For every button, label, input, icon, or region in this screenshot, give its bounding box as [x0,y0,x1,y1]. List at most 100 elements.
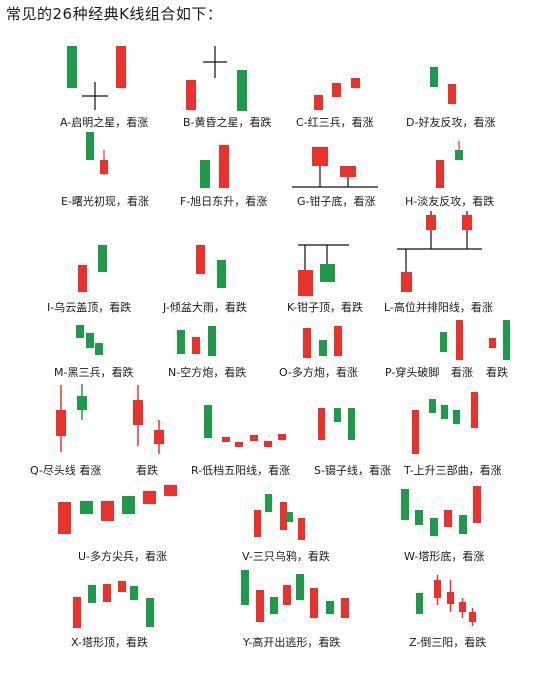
red-candle [56,410,66,436]
red-candle [298,270,313,296]
pattern-label: Q-尽头线 看涨 [30,463,101,477]
red-candle [298,518,305,540]
red-candle [436,160,444,188]
green-candle [237,70,247,111]
pattern-label: L-高位并排阳线，看涨 [384,300,493,314]
pattern-label: E-曙光初现，看涨 [61,194,149,208]
green-candle [98,245,107,272]
pattern-G: G-钳子底，看涨 [292,147,378,208]
pattern-label: Y-高开出逃形，看跌 [242,635,340,649]
red-candle [412,410,419,454]
pattern-label: U-多方尖兵，看涨 [78,549,167,563]
pattern-label: F-旭日东升，看涨 [180,194,267,208]
red-candle [116,46,126,88]
red-candle [164,485,177,496]
green-candle [430,518,438,536]
pattern-F: F-旭日东升，看涨 [180,145,267,208]
green-candle [95,343,103,355]
pattern-T: T-上升三部曲，看涨 [403,392,502,477]
green-candle [76,325,84,338]
pattern-label: 看跌 [136,463,158,477]
pattern-label: C-红三兵，看涨 [296,115,374,129]
pattern-C: C-红三兵，看涨 [296,78,374,129]
red-candle [186,80,196,110]
red-candle [489,338,496,348]
pattern-label: M-黑三兵，看跌 [54,365,133,379]
pattern-label: I-乌云盖顶，看跌 [47,300,131,314]
pattern-label: G-钳子底，看涨 [297,194,376,208]
green-candle [80,501,93,514]
green-candle [86,132,94,160]
red-candle [254,510,261,537]
green-candle [67,46,77,88]
red-candle [401,272,412,292]
red-candle [303,328,311,358]
green-candle [503,320,510,360]
pattern-label: P-穿头破脚 [385,365,439,379]
green-candle [430,67,438,87]
green-candle [429,399,436,413]
pattern-Z: Z-倒三阳，看跌 [409,575,486,649]
green-candle [146,598,154,627]
page-title: 常见的26种经典K线组合如下： [6,5,223,23]
red-candle [219,145,229,188]
green-candle [286,512,293,522]
pattern-label: X-塔形顶，看跌 [71,635,148,649]
green-candle [177,330,185,354]
green-candle [416,593,423,614]
green-candle [453,410,460,424]
pattern-label: H-淡友反攻，看跌 [405,194,494,208]
green-candle [204,405,212,438]
pattern-B: B-黄昏之星，看跌 [183,46,272,129]
pattern-label: O-多方炮，看涨 [279,365,358,379]
red-candle [78,265,87,292]
red-candle [456,320,463,360]
pattern-label: D-好友反攻，看涨 [406,115,495,129]
pattern-K: K-钳子顶，看跌 [287,244,363,314]
red-candle [459,602,466,612]
red-candle [192,337,200,354]
red-candle [278,434,286,440]
pattern-label: K-钳子顶，看跌 [287,300,363,314]
pattern-label: S-镊子线，看涨 [314,463,391,477]
red-candle [235,442,243,447]
green-candle [348,408,355,440]
green-candle [296,574,304,600]
green-candle [455,150,463,160]
red-candle [133,400,143,425]
red-candle [103,584,111,602]
red-candle [283,585,291,605]
red-candle [143,491,156,504]
pattern-label: A-启明之星，看涨 [60,115,148,129]
pattern-W: W-塔形底，看涨 [401,486,484,563]
green-candle [77,396,87,410]
green-candle [122,496,135,514]
pattern-label: W-塔形底，看涨 [404,549,484,563]
red-candle [280,502,287,530]
pattern-N: N-空方炮，看跌 [168,326,246,379]
pattern-O: O-多方炮，看涨 [279,326,358,379]
pattern-I: I-乌云盖顶，看跌 [47,245,131,314]
green-candle [334,408,341,422]
pattern-A: A-启明之星，看涨 [60,46,148,129]
pattern-H: H-淡友反攻，看跌 [405,141,494,208]
red-candle [58,502,71,534]
red-candle [312,147,328,166]
red-candle [314,95,323,110]
red-candle [340,166,356,177]
pattern-label: B-黄昏之星，看跌 [183,115,272,129]
pattern-label: N-空方炮，看跌 [168,365,246,379]
green-candle [208,326,216,356]
pattern-label: R-低档五阳线，看涨 [191,463,290,477]
pattern-X: X-塔形顶，看跌 [71,581,154,649]
green-candle [441,405,448,419]
red-candle [196,245,205,274]
pattern-U: U-多方尖兵，看涨 [58,485,177,563]
green-candle [270,597,278,614]
red-candle [462,215,472,230]
pattern-P: P-穿头破脚 看涨 看跌 [385,320,510,379]
red-candle [471,392,478,428]
red-candle [434,580,441,598]
pattern-label: 看跌 [486,365,508,379]
